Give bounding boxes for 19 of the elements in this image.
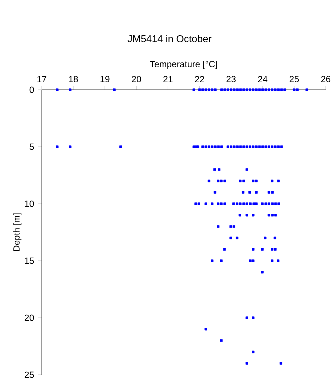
x-tick-label: 26 (321, 76, 331, 82)
chart-title: JM5414 in October (128, 35, 212, 42)
x-tick-label: 21 (164, 76, 173, 82)
y-tick-label: 5 (30, 144, 34, 150)
y-tick-label: 0 (30, 86, 34, 94)
x-tick-label: 25 (290, 76, 300, 82)
y-tick-label: 20 (24, 314, 34, 322)
y-axis-title: Depth [m] (13, 214, 22, 252)
y-tick-label: 25 (24, 372, 34, 378)
x-tick-label: 24 (258, 76, 268, 82)
x-tick-label: 22 (195, 76, 204, 82)
x-tick-label: 17 (38, 76, 47, 82)
x-tick-label: 19 (100, 76, 110, 82)
x-tick-label: 18 (69, 76, 78, 82)
x-axis-title: Temperature [°C] (150, 60, 218, 70)
y-tick-label: 10 (25, 200, 34, 208)
x-tick-label: 23 (226, 76, 236, 82)
x-tick-label: 20 (132, 76, 142, 82)
y-tick-label: 15 (25, 258, 34, 264)
